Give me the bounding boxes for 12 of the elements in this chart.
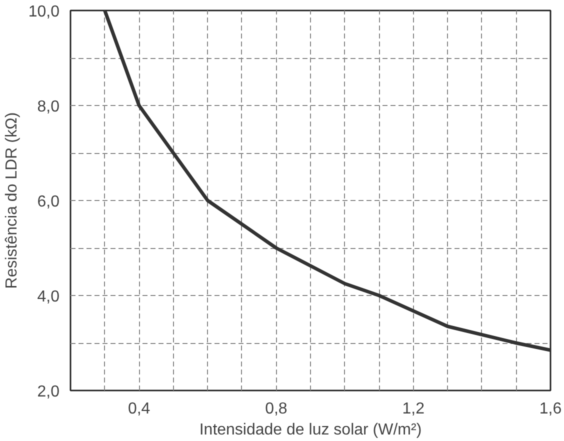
- x-tick-label: 1,6: [539, 400, 562, 418]
- x-axis-title: Intensidade de luz solar (W/m²): [199, 422, 422, 438]
- y-tick-label: 10,0: [28, 4, 60, 20]
- x-tick-label: 0,4: [128, 400, 150, 418]
- y-tick-label: 8,0: [37, 98, 60, 116]
- y-axis-title: Resistência do LDR (kΩ): [3, 112, 20, 289]
- y-tick-label: 6,0: [37, 194, 60, 210]
- y-tick-label: 2,0: [37, 384, 60, 400]
- y-tick-label: 4,0: [37, 288, 60, 306]
- x-tick-label: 1,2: [402, 400, 425, 418]
- line-series: [103, 10, 550, 352]
- x-tick-label: 0,8: [265, 400, 288, 418]
